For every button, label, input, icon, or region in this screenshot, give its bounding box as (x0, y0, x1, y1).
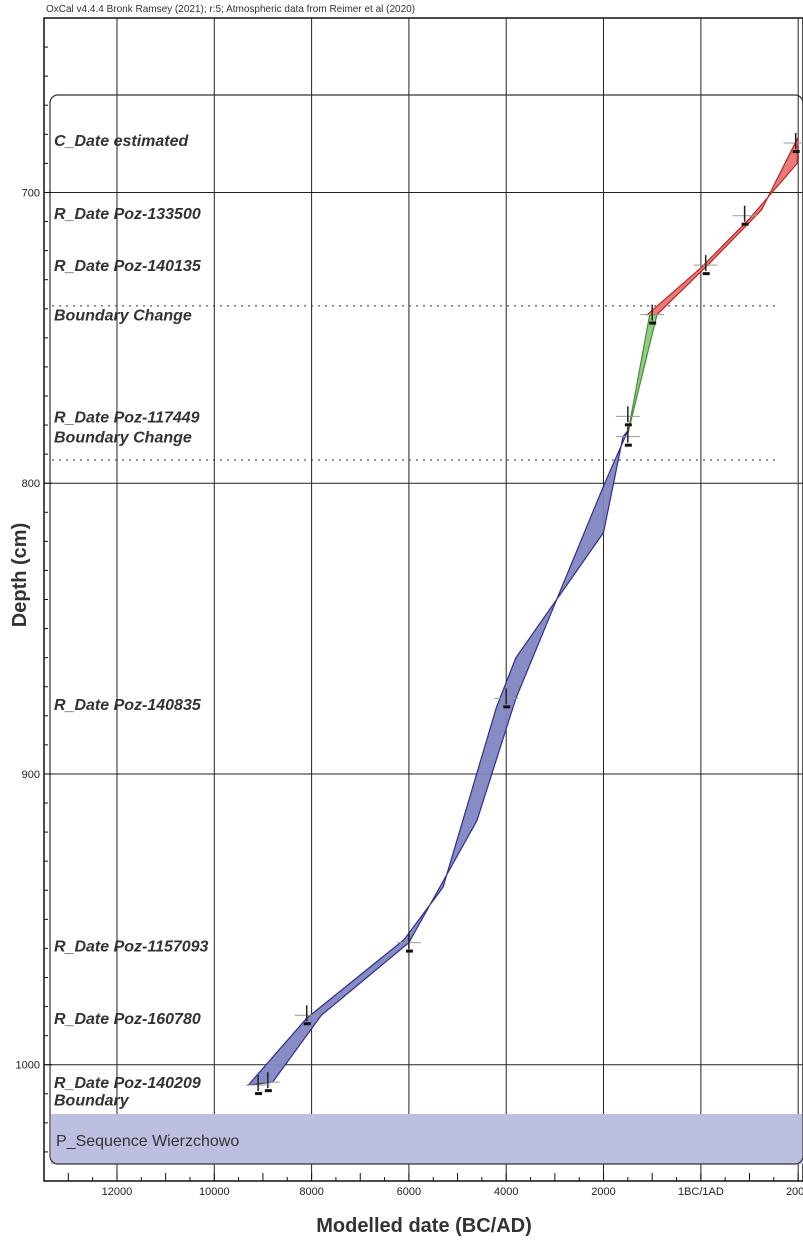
sequence-labels: C_Date estimated R_Date Poz-133500 R_Date … (54, 133, 209, 1109)
data-point-0 (783, 133, 803, 154)
data-point-8 (294, 1005, 319, 1026)
data-point-10 (246, 1075, 271, 1096)
sequence-label-8: R_Date Poz-160780 (54, 1011, 201, 1028)
sequence-label-10: Boundary (54, 1093, 130, 1110)
x-tick-label-5: 2000 (591, 1186, 615, 1198)
grid-lines (44, 18, 803, 1181)
sequence-label-0: C_Date estimated (54, 133, 190, 150)
data-point-3 (640, 304, 665, 325)
boundary-lines (52, 305, 780, 461)
y-tick-label-2: 900 (22, 769, 40, 781)
x-tick-label-3: 6000 (397, 1186, 421, 1198)
x-tick-label-0: 12000 (102, 1186, 133, 1198)
sequence-label-1: R_Date Poz-133500 (54, 206, 201, 223)
sequence-label-2: R_Date Poz-140135 (54, 258, 202, 275)
p-sequence-fill (51, 1114, 803, 1164)
x-axis-title: Modelled date (BC/AD) (316, 1215, 532, 1237)
header-note: OxCal v4.4.4 Bronk Ramsey (2021); r:5; A… (46, 4, 415, 15)
x-tick-label-1: 10000 (199, 1186, 230, 1198)
sequence-label-7: R_Date Poz-1157093 (54, 938, 209, 955)
sequence-label-3: Boundary Change (54, 308, 192, 325)
y-tick-label-3: 1000 (16, 1060, 40, 1072)
series-envelope-2 (246, 430, 629, 1086)
data-point-7 (396, 932, 421, 953)
sequence-label-5: Boundary Change (54, 430, 192, 447)
sequence-outline (49, 94, 803, 1165)
sequence-label-9: R_Date Poz-140209 (54, 1075, 201, 1092)
x-tick-label-6: 1BC/1AD (678, 1186, 724, 1198)
data-point-6 (494, 688, 519, 709)
x-axis-ticks: 12000 10000 8000 6000 4000 2000 1BC/1AD 2001 (67, 1173, 803, 1198)
x-tick-label-4: 4000 (494, 1186, 518, 1198)
y-axis-title: Depth (cm) (9, 523, 31, 627)
sequence-label-4: R_Date Poz-117449 (54, 409, 200, 426)
data-point-1 (732, 205, 757, 226)
y-tick-label-0: 700 (22, 187, 40, 199)
series-group (246, 136, 799, 1086)
data-point-4 (615, 406, 640, 427)
sequence-label-6: R_Date Poz-140835 (54, 697, 202, 714)
p-sequence-label: P_Sequence Wierzchowo (56, 1133, 239, 1150)
x-tick-label-7: 2001 (786, 1186, 803, 1198)
series-envelope-0 (645, 136, 799, 316)
y-axis-ticks: 700 800 900 1000 (16, 46, 52, 1153)
p-sequence-band: P_Sequence Wierzchowo (51, 1114, 803, 1164)
data-point-5 (615, 426, 640, 447)
sequence-box (49, 94, 803, 1165)
x-tick-label-2: 8000 (299, 1186, 323, 1198)
data-point-2 (693, 255, 718, 276)
points-group (246, 133, 803, 1096)
y-tick-label-1: 800 (22, 478, 40, 490)
